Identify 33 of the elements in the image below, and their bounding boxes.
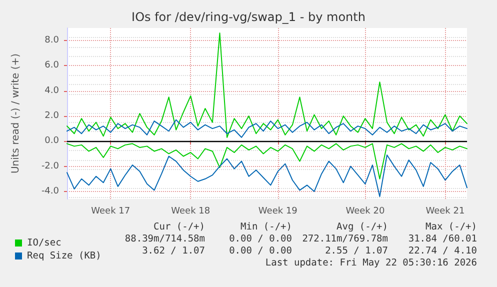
- y-tick-label: 8.0: [44, 36, 60, 46]
- line-series: [66, 154, 468, 197]
- text: 0.00 / 0.00: [229, 246, 292, 256]
- y-tick-label: 0.0: [44, 136, 60, 146]
- text: Avg (-/+): [336, 222, 388, 232]
- chart-title: IOs for /dev/ring-vg/swap_1 - by month: [132, 10, 366, 24]
- text: Min (-/+): [240, 222, 292, 232]
- text: 22.74 / 4.10: [408, 246, 478, 256]
- legend-label: IO/sec: [27, 238, 62, 248]
- y-tick-label: 6.0: [44, 60, 60, 71]
- x-tick-label: Week 17: [91, 206, 130, 216]
- text: Max (-/+): [426, 222, 477, 232]
- y-tick-label: -2.0: [41, 161, 60, 172]
- text: Cur (-/+): [154, 222, 205, 232]
- x-tick-label: Week 21: [426, 206, 465, 216]
- text: 272.11m/769.78m: [302, 234, 388, 244]
- text: 88.39m/714.58m: [124, 234, 206, 244]
- y-tick-label: 4.0: [44, 86, 60, 96]
- legend-label: Req Size (KB): [27, 250, 102, 262]
- y-axis-title: Units read (-) / write (+): [10, 53, 22, 174]
- x-tick-label: Week 18: [171, 206, 210, 216]
- y-tick-label: 2.0: [44, 111, 60, 122]
- x-tick-label: Week 20: [346, 206, 385, 216]
- y-tick-label: -4.0: [41, 186, 60, 196]
- line-series: [66, 119, 468, 138]
- text: 3.62 / 1.07: [142, 246, 205, 256]
- text: Last update: Fri May 22 05:30:16 2026: [265, 258, 478, 268]
- text: 0.00 / 0.00: [229, 234, 292, 244]
- text: 31.84 /60.01: [408, 234, 478, 244]
- x-tick-label: Week 19: [258, 206, 298, 216]
- line-series: [66, 143, 468, 180]
- line-series: [66, 32, 468, 138]
- text: 2.55 / 1.07: [325, 246, 388, 256]
